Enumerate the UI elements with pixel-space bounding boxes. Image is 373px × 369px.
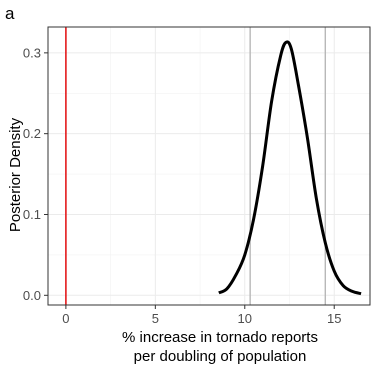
x-axis-title-line2: per doubling of population: [134, 348, 307, 365]
y-tick-label: 0.1: [23, 207, 41, 222]
minor-gridlines: [48, 27, 370, 305]
x-tick-label: 15: [327, 311, 341, 326]
major-gridlines: [48, 27, 370, 305]
panel-label: a: [5, 4, 15, 23]
y-tick-label: 0.2: [23, 126, 41, 141]
x-tick-label: 10: [238, 311, 252, 326]
y-tick-label: 0.0: [23, 288, 41, 303]
x-tick-label: 5: [152, 311, 159, 326]
x-tick-label: 0: [62, 311, 69, 326]
y-axis-title: Posterior Density: [7, 117, 24, 232]
x-axis: 0 5 10 15: [62, 305, 341, 326]
density-curve: [218, 40, 362, 296]
panel-border: [47, 26, 371, 306]
reference-lines: [65, 27, 326, 305]
y-axis: 0.0 0.1 0.2 0.3: [23, 45, 48, 303]
y-tick-label: 0.3: [23, 45, 41, 60]
x-axis-title-line1: % increase in tornado reports: [122, 329, 318, 346]
